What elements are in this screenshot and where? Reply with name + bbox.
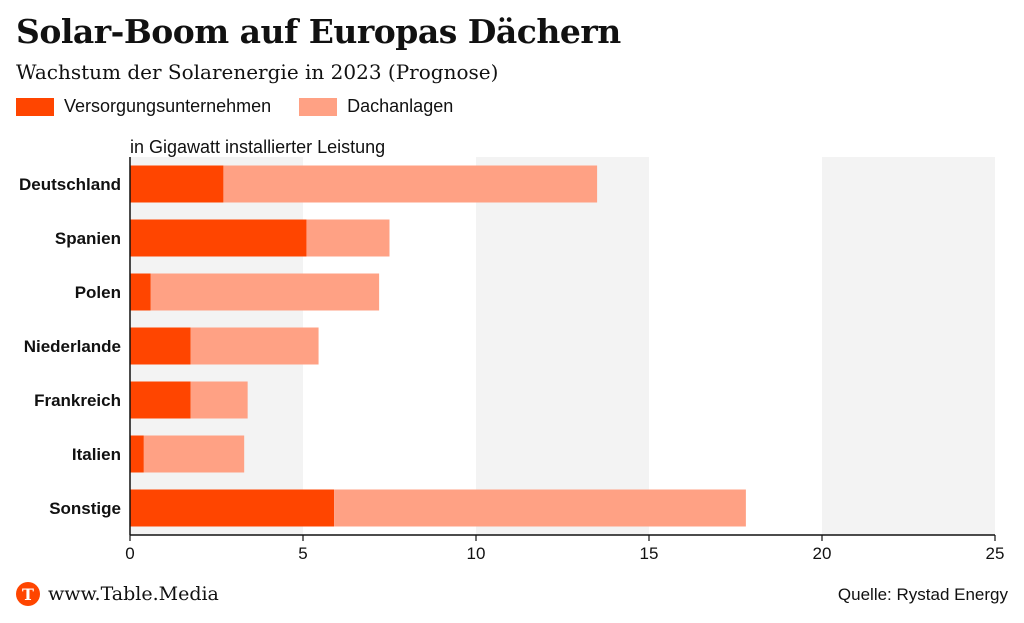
bar-utilities [130, 489, 335, 527]
footer-brand: T www.Table.Media [16, 582, 219, 606]
bar-rooftop [306, 219, 390, 257]
grid-band [476, 157, 649, 535]
category-label: Spanien [55, 229, 121, 248]
category-label: Deutschland [19, 175, 121, 194]
site-url: www.Table.Media [48, 583, 219, 605]
x-tick-label: 5 [298, 544, 307, 563]
bar-rooftop [143, 435, 245, 473]
legend-label-utilities: Versorgungsunternehmen [64, 96, 272, 116]
bar-utilities [130, 273, 151, 311]
chart-subtitle: Wachstum der Solarenergie in 2023 (Progn… [16, 60, 499, 84]
x-tick-label: 10 [467, 544, 486, 563]
bar-rooftop [223, 165, 598, 203]
legend: Versorgungsunternehmen Dachanlagen [16, 96, 481, 117]
category-label: Sonstige [49, 499, 121, 518]
legend-swatch-utilities [16, 97, 54, 116]
legend-item-utilities: Versorgungsunternehmen [16, 96, 271, 117]
legend-label-rooftop: Dachanlagen [347, 96, 454, 116]
bar-rooftop [190, 327, 319, 365]
grid-band [822, 157, 995, 535]
category-label: Italien [72, 445, 121, 464]
category-label: Polen [75, 283, 121, 302]
bar-utilities [130, 327, 191, 365]
x-tick-label: 15 [640, 544, 659, 563]
x-tick-label: 25 [986, 544, 1005, 563]
bar-rooftop [150, 273, 380, 311]
x-tick-label: 20 [813, 544, 832, 563]
table-media-logo-icon: T [16, 582, 40, 606]
bar-rooftop [334, 489, 746, 527]
legend-item-rooftop: Dachanlagen [299, 96, 453, 117]
chart-title: Solar-Boom auf Europas Dächern [16, 12, 621, 51]
x-tick-label: 0 [125, 544, 134, 563]
unit-label: in Gigawatt installierter Leistung [130, 137, 386, 157]
source-note: Quelle: Rystad Energy [837, 585, 1008, 604]
bar-utilities [130, 381, 191, 419]
bar-utilities [130, 435, 144, 473]
legend-swatch-rooftop [299, 97, 338, 116]
bar-rooftop [190, 381, 248, 419]
bar-utilities [130, 219, 307, 257]
bar-utilities [130, 165, 224, 203]
category-label: Frankreich [34, 391, 121, 410]
category-label: Niederlande [24, 337, 121, 356]
